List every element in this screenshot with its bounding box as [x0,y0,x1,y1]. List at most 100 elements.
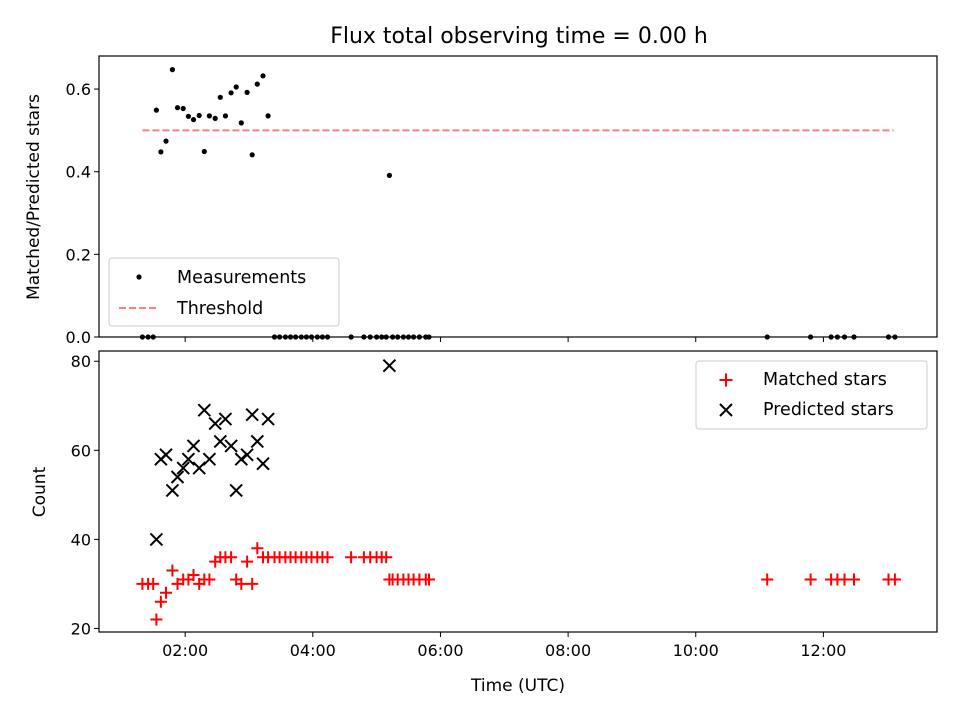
y-tick-label: 60 [71,441,91,460]
matched-star-point [187,569,200,581]
measurement-point [222,113,228,119]
matched-star-point [203,573,216,586]
measurement-point [153,107,159,113]
predicted-star-point [170,470,185,484]
matched-star-point [166,564,179,577]
x-tick-label: 12:00 [800,641,846,660]
matched-star-point [761,573,774,586]
x-tick-label: 02:00 [162,641,208,660]
measurement-point [217,94,223,100]
measurement-point [180,105,186,112]
y-tick-label: 80 [71,352,91,371]
predicted-star-point [208,416,222,431]
matched-star-point [423,573,435,586]
matched-star-point [888,573,901,586]
matched-star-point [848,573,860,586]
bottom-legend: Matched stars Predicted stars [695,360,928,430]
matched-star-point [246,577,259,590]
x-tick-label: 10:00 [673,641,719,660]
legend-label-threshold: Threshold [176,299,263,319]
measurement-point [238,120,244,126]
predicted-star-point [382,358,397,373]
predicted-star-point [218,412,233,426]
matched-star-point [241,555,254,568]
measurement-point [206,113,212,119]
legend-marker-measurements [136,274,142,280]
matched-star-point [251,542,264,555]
measurement-point [201,148,207,155]
legend-label-predicted-stars: Predicted stars [763,400,894,420]
top-axes-frame [98,55,938,338]
measurement-point [169,67,175,73]
predicted-star-point [261,412,275,426]
measurement-point [228,90,234,96]
measurement-point [174,105,181,111]
predicted-star-point [229,483,243,498]
matched-star-point [150,613,163,626]
measurement-point [196,112,202,119]
chart-title: Flux total observing time = 0.00 h [330,24,708,49]
measurement-point [158,149,164,155]
legend-label-measurements: Measurements [177,268,306,288]
measurement-point [244,89,250,95]
bottom-legend-box [695,360,928,430]
predicted-star-point [186,439,201,453]
bottom-y-axis-label: Count [30,466,50,517]
measurement-point [190,117,197,123]
measurement-point [386,172,392,178]
legend-label-matched-stars: Matched stars [763,370,887,390]
matched-star-point [345,551,358,564]
measurement-point [254,81,260,87]
matched-star-point [154,595,167,608]
y-tick-label: 0.0 [66,328,91,347]
measurement-point [212,115,218,121]
y-tick-label: 0.2 [66,245,91,264]
predicted-star-point [197,403,212,417]
legend-marker-matched-stars [719,373,733,387]
predicted-star-point [181,452,196,466]
matched-star-point [804,573,817,586]
predicted-star-point [165,483,180,498]
predicted-star-point [202,452,217,466]
predicted-star-point [256,456,270,471]
bottom-plot: 20 40 60 80 02:00 04:00 06:00 08:00 10:00 12:00 C… [30,350,938,696]
matched-star-point [147,577,160,590]
matched-star-point [225,551,238,564]
y-tick-label: 0.4 [66,163,91,182]
y-tick-label: 0.6 [66,80,91,99]
measurement-point [233,84,239,90]
predicted-star-point [213,434,228,449]
bottom-marks [136,358,901,626]
y-tick-label: 20 [71,619,91,638]
matched-star-point [380,551,393,564]
top-plot: 0.0 0.2 0.4 0.6 Matched/Predicted stars Mea… [24,55,938,347]
top-ticks: 0.0 0.2 0.4 0.6 [66,80,824,347]
measurement-point [185,113,191,119]
top-legend: Measurements Threshold [108,257,340,327]
matched-star-point [160,586,172,599]
predicted-star-point [240,448,254,462]
predicted-star-point [159,448,173,462]
bottom-ticks: 20 40 60 80 02:00 04:00 06:00 08:00 10:00 12:00 [71,352,847,660]
predicted-star-point [250,434,265,449]
x-tick-label: 06:00 [417,641,463,660]
measurement-point [260,73,266,79]
predicted-star-point [149,532,164,547]
top-y-axis-label: Matched/Predicted stars [24,94,44,300]
x-tick-label: 04:00 [290,641,336,660]
top-legend-box [108,257,340,327]
x-tick-label: 08:00 [545,641,591,660]
matched-star-point [235,577,248,590]
x-axis-label: Time (UTC) [470,676,565,696]
measurement-point [163,138,169,144]
legend-marker-predicted-stars [719,403,733,417]
measurement-point [265,113,271,119]
predicted-star-point [224,439,238,453]
measurement-point [249,152,255,158]
predicted-star-point [245,407,259,422]
bottom-axes-frame [98,350,938,633]
predicted-star-point [176,461,190,475]
y-tick-label: 40 [71,530,91,549]
matched-star-point [321,551,334,564]
